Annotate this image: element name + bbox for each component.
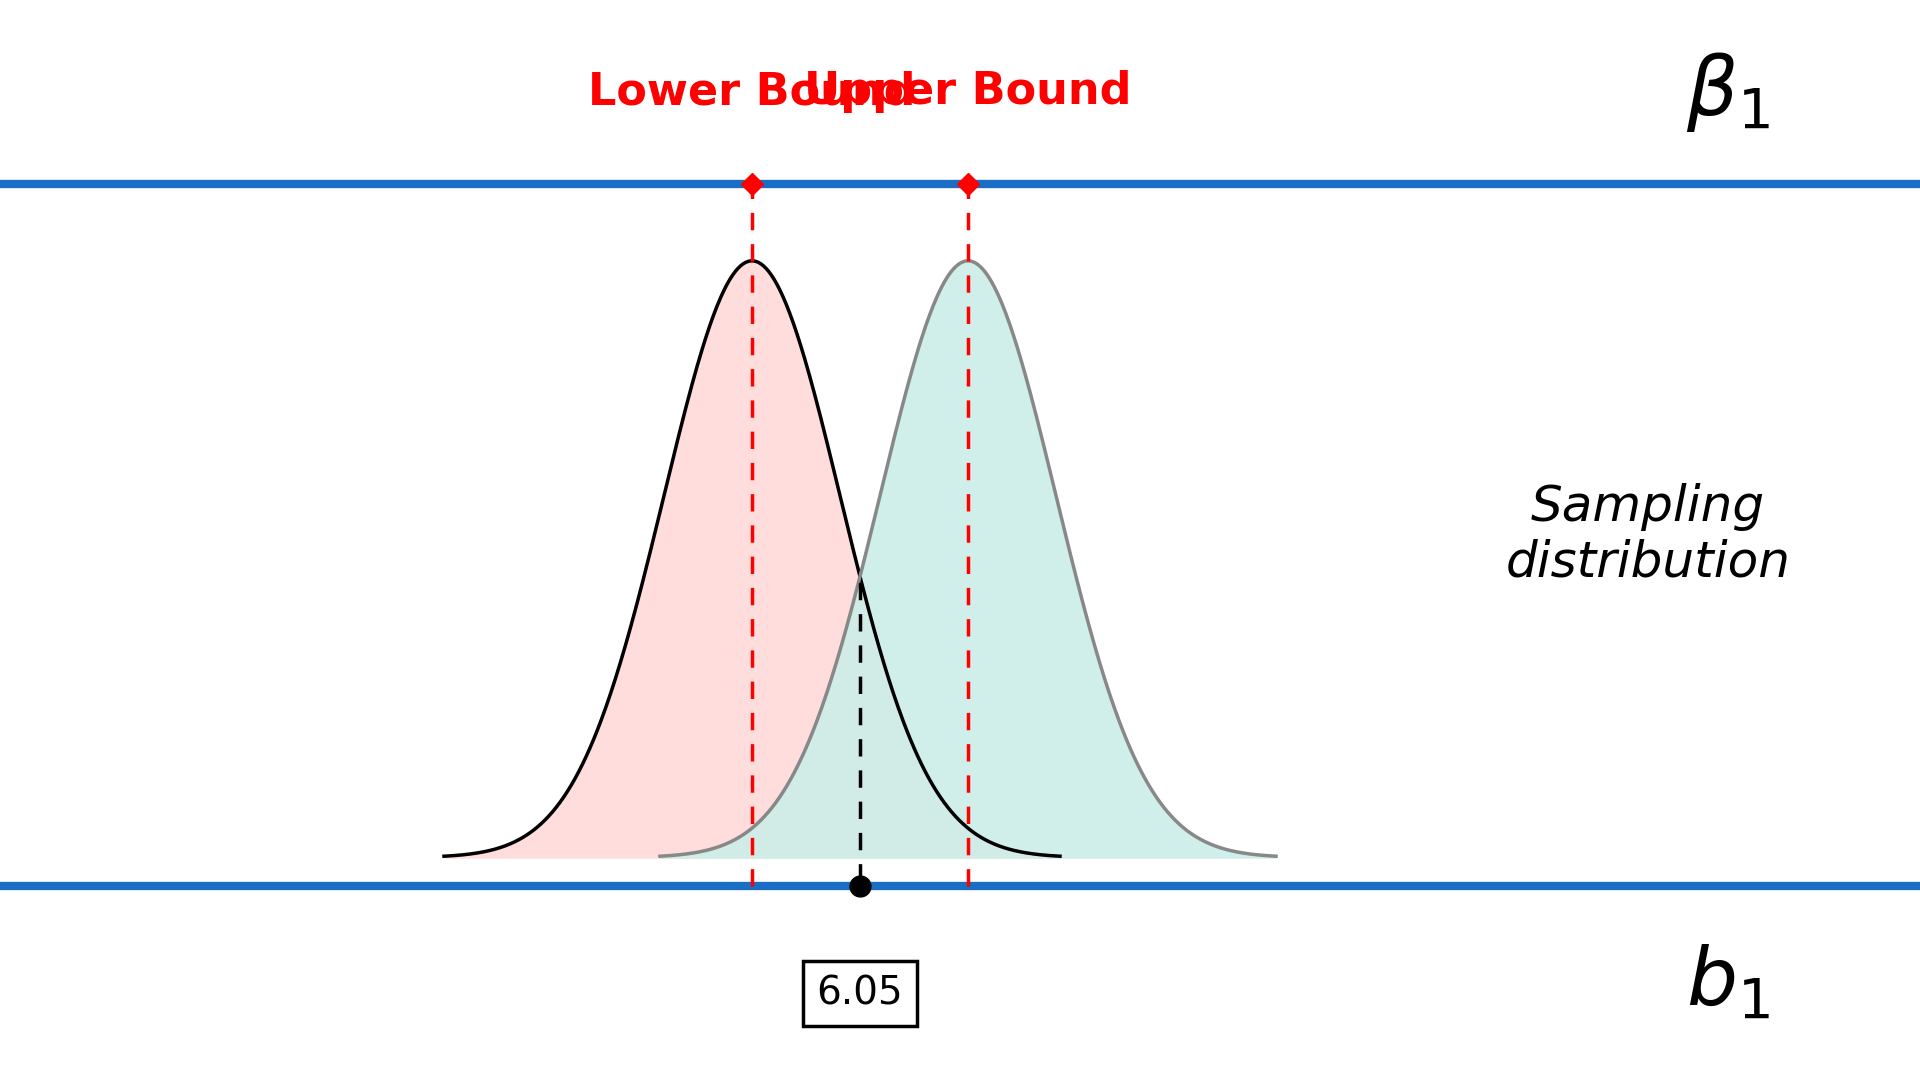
Text: Lower Bound: Lower Bound	[588, 70, 916, 113]
Text: $\beta_1$: $\beta_1$	[1686, 50, 1770, 134]
Text: Sampling
distribution: Sampling distribution	[1505, 483, 1791, 586]
Text: Upper Bound: Upper Bound	[804, 70, 1131, 113]
Text: $b_1$: $b_1$	[1686, 944, 1770, 1022]
Text: 6.05: 6.05	[816, 974, 902, 1013]
